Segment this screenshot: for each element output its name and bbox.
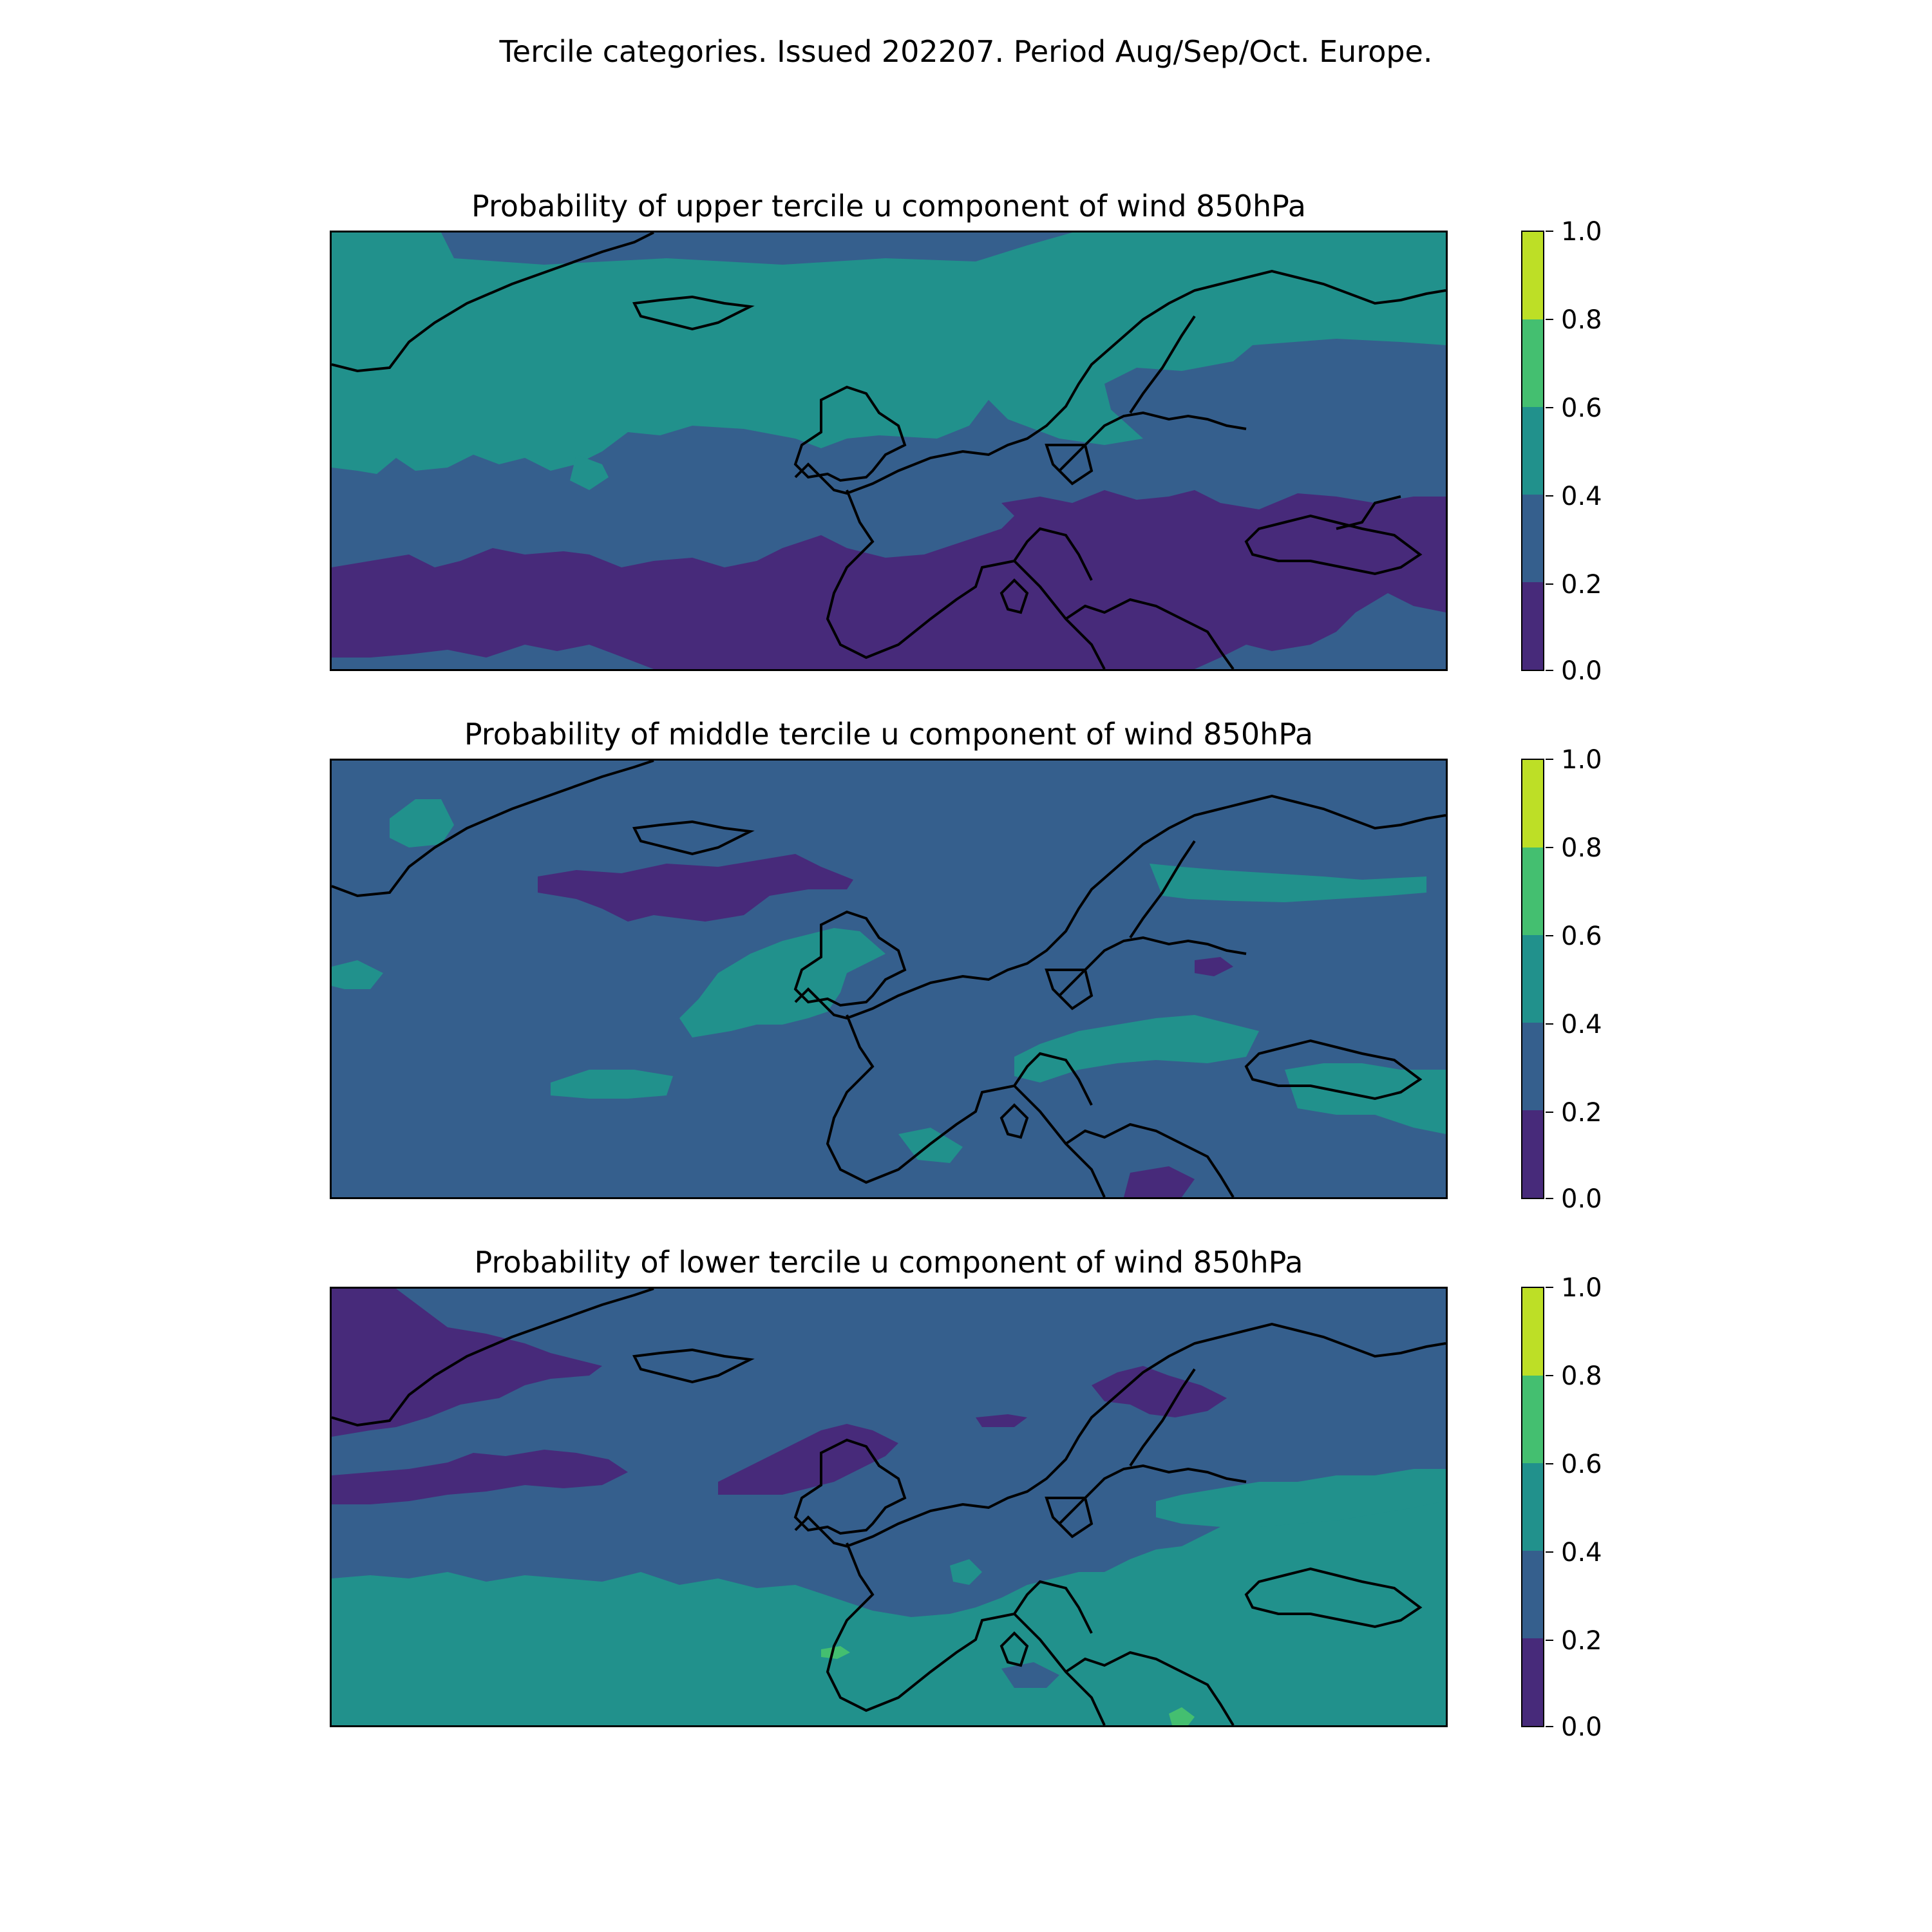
colorbar-bin-0.2-0.4	[1522, 495, 1543, 582]
field-0.4-0.6-central	[1014, 1015, 1259, 1083]
field-0.6-0.8-patch	[1169, 1707, 1195, 1725]
colorbar-bin-0.0-0.2	[1522, 1638, 1543, 1726]
colorbar-middle	[1521, 759, 1544, 1199]
colorbar-tick-label: 0.4	[1561, 1010, 1602, 1039]
colorbar-bin-0.6-0.8	[1522, 1376, 1543, 1463]
field-0.0-0.2-greenland	[332, 1289, 602, 1437]
colorbar-tick-label: 0.2	[1561, 1098, 1602, 1128]
coastline	[332, 1289, 1446, 1725]
colorbar-tick-label: 0.2	[1561, 570, 1602, 600]
colorbar-bin-0.6-0.8	[1522, 848, 1543, 935]
map-upper-tercile	[330, 231, 1448, 671]
field-0.4-0.6	[332, 232, 1446, 474]
colorbar-bin-0.2-0.4	[1522, 1551, 1543, 1638]
colorbar-tick-label: 0.4	[1561, 482, 1602, 511]
colorbar-lower	[1521, 1287, 1544, 1727]
field-0.0-0.2-band	[332, 1450, 628, 1504]
figure-title: Tercile categories. Issued 202207. Perio…	[499, 34, 1433, 69]
colorbar-tick-label: 1.0	[1561, 745, 1602, 775]
colorbar-tick-label: 0.6	[1561, 922, 1602, 951]
field-0.0-0.2-patch	[1195, 957, 1233, 976]
colorbar-tick-label: 0.8	[1561, 305, 1602, 335]
field-0.2-0.4-med-patch	[1001, 1662, 1059, 1688]
field-0.4-0.6-baltic	[1150, 864, 1426, 902]
colorbar-bin-0.0-0.2	[1522, 1110, 1543, 1198]
field-0.4-0.6-britain	[679, 928, 886, 1037]
map-middle-tercile	[330, 759, 1448, 1199]
colorbar-bin-0.0-0.2	[1522, 582, 1543, 670]
map-lower-tercile	[330, 1287, 1448, 1727]
colorbar-tick-label: 0.6	[1561, 393, 1602, 423]
field-0.4-0.6-atlantic	[551, 1070, 673, 1099]
colorbar-tick-label: 0.4	[1561, 1538, 1602, 1567]
colorbar-bin-0.4-0.6	[1522, 1463, 1543, 1551]
colorbar-bin-0.6-0.8	[1522, 319, 1543, 407]
colorbar-bin-0.2-0.4	[1522, 1023, 1543, 1110]
field-0.4-0.6-atlantic-west	[332, 960, 383, 989]
colorbar-tick-label: 1.0	[1561, 1273, 1602, 1303]
panel-title-middle: Probability of middle tercile u componen…	[464, 717, 1314, 752]
field-0.0-0.2-patch	[1124, 1166, 1195, 1197]
field-0.4-0.6-greenland	[390, 799, 454, 848]
panel-title-lower: Probability of lower tercile u component…	[474, 1245, 1303, 1280]
coastline	[332, 761, 1446, 1197]
colorbar-tick-label: 0.8	[1561, 833, 1602, 863]
field-0.4-0.6-blacksea	[1285, 1063, 1446, 1134]
field-0.0-0.2-south	[332, 490, 1446, 669]
colorbar-tick-label: 0.0	[1561, 656, 1602, 686]
field-0.4-0.6-patch	[570, 455, 609, 490]
coastline	[332, 232, 1446, 669]
colorbar-tick-label: 0.2	[1561, 1626, 1602, 1656]
colorbar-bin-0.4-0.6	[1522, 935, 1543, 1023]
colorbar-bin-0.8-1.0	[1522, 1288, 1543, 1376]
colorbar-tick-label: 0.6	[1561, 1450, 1602, 1479]
colorbar-tick-label: 0.8	[1561, 1361, 1602, 1391]
field-0.4-0.6-south	[332, 1472, 1446, 1725]
colorbar-bin-0.4-0.6	[1522, 407, 1543, 495]
field-0.0-0.2-patch	[976, 1414, 1027, 1427]
field-0.4-0.6-north	[1156, 1469, 1446, 1527]
colorbar-bin-0.8-1.0	[1522, 232, 1543, 319]
panel-title-upper: Probability of upper tercile u component…	[471, 189, 1306, 223]
field-0.6-0.8-patch	[821, 1646, 850, 1659]
field-0.0-0.2-band	[538, 854, 853, 922]
colorbar-tick-label: 0.0	[1561, 1712, 1602, 1742]
colorbar-tick-label: 0.0	[1561, 1184, 1602, 1214]
field-0.0-0.2-bothnia	[1092, 1366, 1227, 1417]
colorbar-tick-label: 1.0	[1561, 217, 1602, 247]
colorbar-upper	[1521, 231, 1544, 671]
field-0.4-0.6-patch	[950, 1559, 982, 1585]
colorbar-bin-0.8-1.0	[1522, 760, 1543, 848]
